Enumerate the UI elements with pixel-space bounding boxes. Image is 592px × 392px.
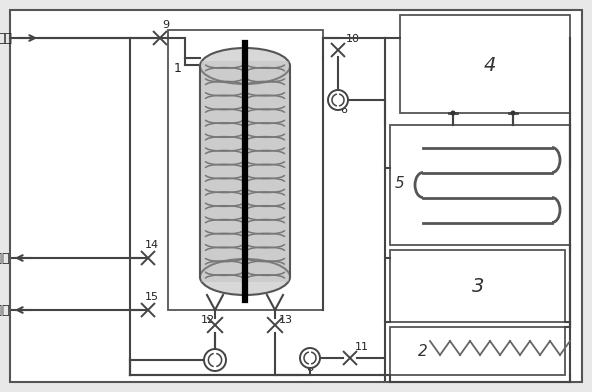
Text: 7: 7 [219, 353, 227, 366]
Bar [200, 66, 290, 277]
Text: 14: 14 [145, 240, 159, 250]
Text: 6: 6 [340, 105, 347, 115]
Bar [390, 250, 565, 322]
Text: 10: 10 [346, 34, 360, 44]
Text: 11: 11 [355, 342, 369, 352]
Text: 1: 1 [174, 62, 182, 75]
Circle shape [510, 111, 516, 116]
Bar [168, 30, 323, 310]
Bar [390, 125, 570, 245]
Bar [201, 61, 289, 282]
Text: 9: 9 [162, 20, 169, 30]
Text: 5: 5 [395, 176, 405, 191]
Bar [400, 15, 570, 113]
Text: 13: 13 [279, 315, 293, 325]
Ellipse shape [200, 259, 290, 295]
Circle shape [328, 90, 348, 110]
Text: 金属富集液: 金属富集液 [0, 303, 10, 316]
Text: 2: 2 [418, 343, 428, 359]
Text: 8: 8 [306, 363, 313, 373]
Circle shape [204, 349, 226, 371]
Bar [390, 327, 565, 375]
Circle shape [300, 348, 320, 368]
Circle shape [451, 111, 455, 116]
Text: 15: 15 [145, 292, 159, 302]
Ellipse shape [200, 48, 290, 84]
Text: 净化液: 净化液 [0, 252, 10, 265]
Text: 12: 12 [201, 315, 215, 325]
Text: 废水: 废水 [0, 31, 12, 45]
Text: 3: 3 [472, 276, 484, 296]
Text: 4: 4 [484, 56, 496, 74]
